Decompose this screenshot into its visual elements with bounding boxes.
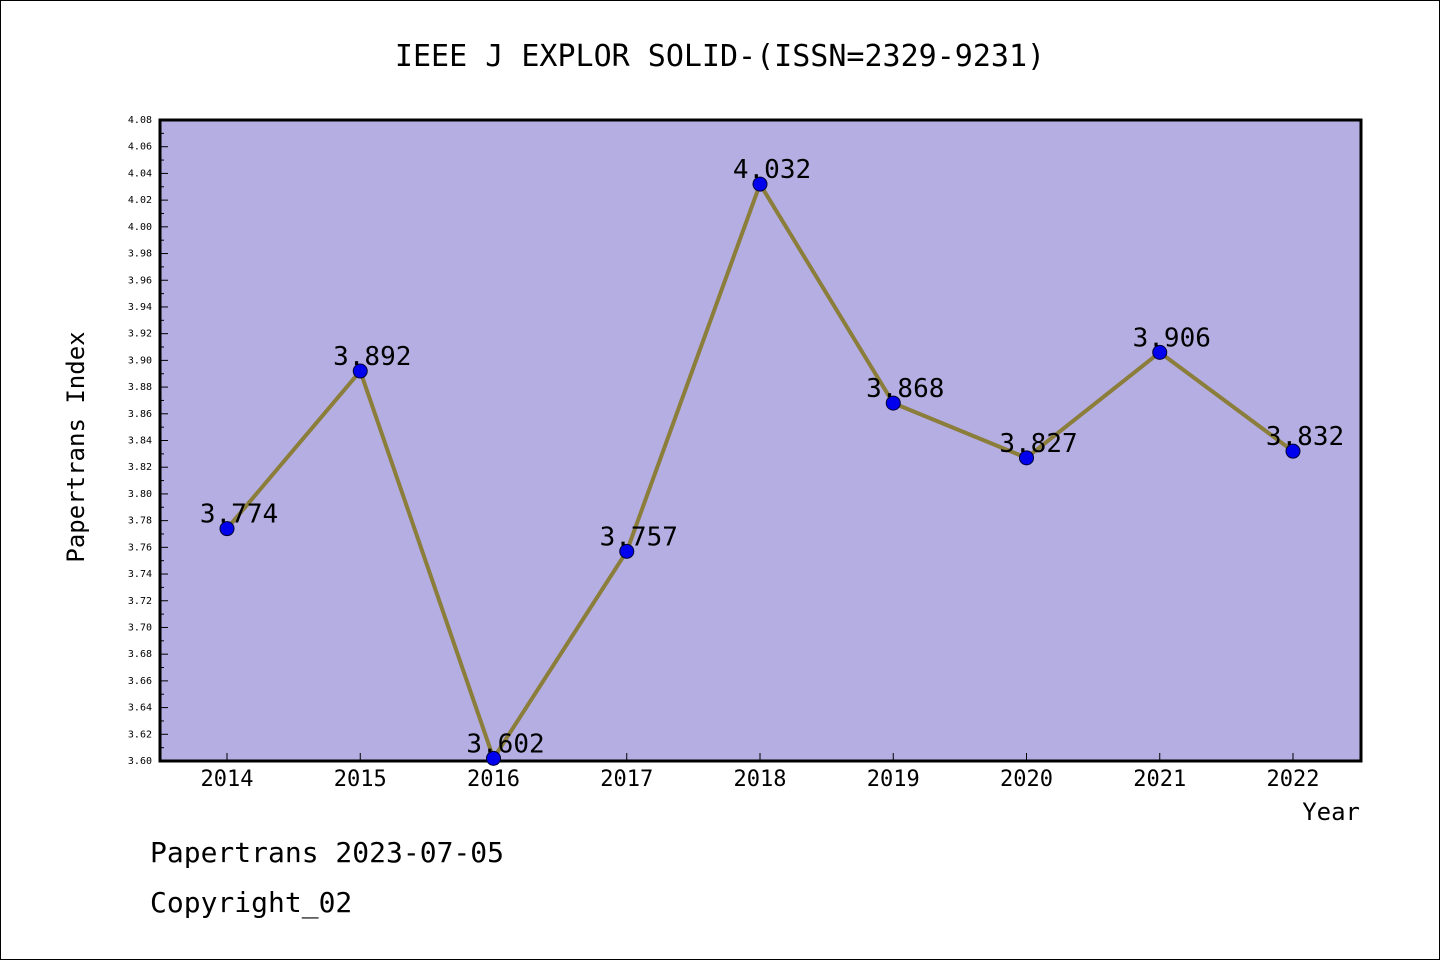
data-label: 3.892 — [333, 342, 411, 372]
y-axis-ticks: 3.60 3.62 3.64 3.66 3.68 3.70 3.72 3.74 3.76 3.78… — [128, 115, 168, 767]
y-tick-label: 4.00 — [128, 222, 152, 233]
series-layer — [219, 176, 1301, 766]
plot-area — [158, 118, 1363, 763]
data-point — [752, 176, 768, 192]
y-tick-label: 3.74 — [128, 569, 152, 580]
data-label: 3.602 — [466, 729, 544, 759]
chart-title: IEEE J EXPLOR SOLID-(ISSN=2329-9231) — [395, 39, 1045, 74]
y-tick-label: 3.88 — [128, 382, 152, 393]
data-label: 3.827 — [999, 429, 1077, 459]
y-tick-label: 3.78 — [128, 516, 152, 527]
data-point — [486, 750, 501, 766]
y-tick-label: 3.86 — [128, 409, 152, 420]
footer-copyright: Copyright_02 — [150, 886, 353, 919]
data-label: 4.032 — [733, 155, 811, 185]
x-tick-label: 2014 — [201, 767, 254, 792]
x-tick-label: 2022 — [1267, 767, 1320, 792]
x-axis-label: Year — [1302, 798, 1360, 826]
x-tick-label: 2020 — [1000, 767, 1053, 792]
data-point — [885, 395, 901, 411]
y-tick-label: 4.04 — [128, 168, 152, 179]
y-tick-label: 3.96 — [128, 275, 152, 286]
y-tick-label: 3.62 — [128, 729, 152, 740]
y-tick-label: 3.66 — [128, 676, 152, 687]
y-axis-label: Papertrans Index — [62, 331, 90, 562]
data-label: 3.832 — [1266, 422, 1344, 452]
data-point — [1152, 344, 1168, 360]
data-point — [219, 521, 235, 537]
y-tick-label: 4.02 — [128, 195, 152, 206]
data-point — [619, 543, 635, 559]
y-tick-label: 3.60 — [128, 756, 152, 767]
data-label: 3.774 — [200, 500, 278, 530]
x-axis-ticks: 2014 2015 2016 2017 2018 2019 2020 2021 2022 — [201, 753, 1320, 792]
x-tick-label: 2016 — [467, 767, 520, 792]
y-tick-label: 3.90 — [128, 355, 152, 366]
y-tick-label: 3.64 — [128, 703, 152, 714]
y-tick-label: 3.76 — [128, 542, 152, 553]
y-tick-label: 3.82 — [128, 462, 152, 473]
y-tick-label: 3.92 — [128, 329, 152, 340]
data-label: 3.906 — [1133, 323, 1211, 353]
data-point — [1019, 450, 1034, 466]
y-tick-label: 3.70 — [128, 622, 152, 633]
x-tick-label: 2019 — [867, 767, 920, 792]
x-tick-label: 2017 — [600, 767, 653, 792]
y-tick-label: 3.72 — [128, 596, 152, 607]
data-point — [352, 363, 368, 379]
data-label: 3.757 — [600, 522, 678, 552]
data-label-layer: 3.774 3.892 3.602 3.757 4.032 3.868 3.827 3.906… — [200, 155, 1344, 759]
y-tick-label: 3.84 — [128, 436, 152, 447]
footer-date: Papertrans 2023-07-05 — [150, 836, 505, 869]
x-tick-label: 2015 — [334, 767, 387, 792]
data-label: 3.868 — [866, 374, 944, 404]
data-point — [1285, 443, 1301, 459]
y-tick-label: 4.06 — [128, 142, 152, 153]
x-tick-label: 2021 — [1133, 767, 1186, 792]
y-tick-label: 3.94 — [128, 302, 152, 313]
x-tick-label: 2018 — [734, 767, 787, 792]
y-tick-label: 3.80 — [128, 489, 152, 500]
y-tick-label: 3.98 — [128, 249, 152, 260]
y-tick-label: 4.08 — [128, 115, 152, 126]
y-tick-label: 3.68 — [128, 649, 152, 660]
